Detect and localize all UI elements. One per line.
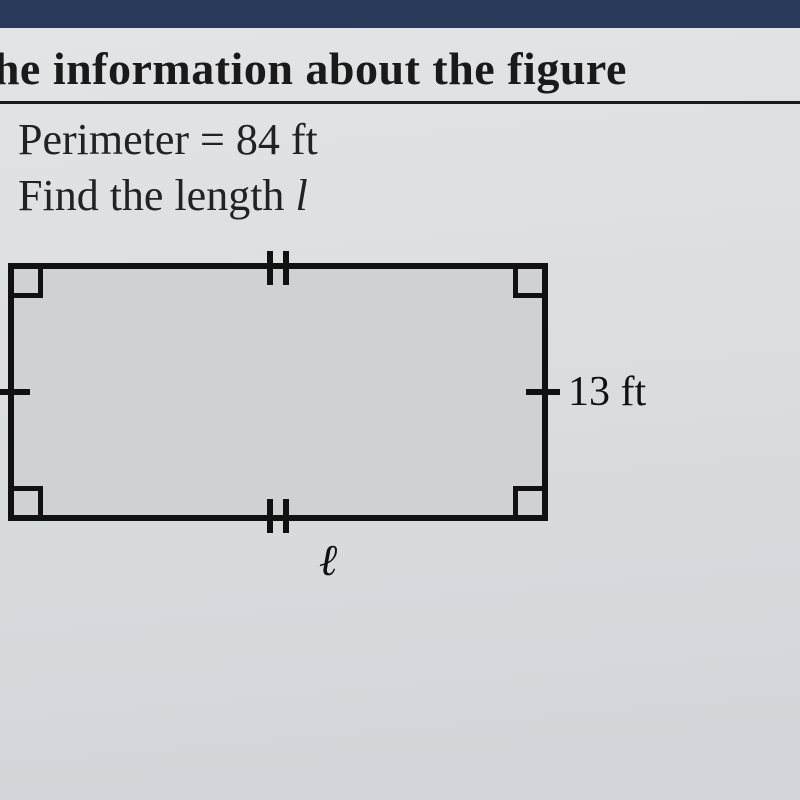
right-angle-mark-tl [9, 264, 43, 298]
find-length-label: Find the length [18, 171, 295, 220]
worksheet-page: the information about the figure Perimet… [0, 28, 800, 800]
tick-mark-right [526, 389, 560, 395]
tick-mark-left [0, 389, 30, 395]
side-label-right: 13 ft [568, 368, 646, 416]
perimeter-unit: ft [291, 115, 318, 164]
rectangle-figure: 13 ft ℓ [8, 263, 648, 521]
tick-mark-bottom [267, 499, 289, 533]
problem-statement: Perimeter = 84 ft Find the length l [0, 112, 800, 225]
perimeter-label: Perimeter = [18, 115, 236, 164]
right-angle-mark-tr [513, 264, 547, 298]
unknown-variable: l [295, 171, 307, 220]
rectangle-shape [8, 263, 548, 521]
section-heading-row: the information about the figure [0, 42, 800, 104]
tick-mark-top [267, 251, 289, 285]
perimeter-value: 84 [236, 115, 280, 164]
window-top-bar [0, 0, 800, 28]
section-heading: the information about the figure [0, 42, 800, 95]
right-angle-mark-bl [9, 486, 43, 520]
side-label-bottom: ℓ [319, 535, 337, 586]
right-angle-mark-br [513, 486, 547, 520]
